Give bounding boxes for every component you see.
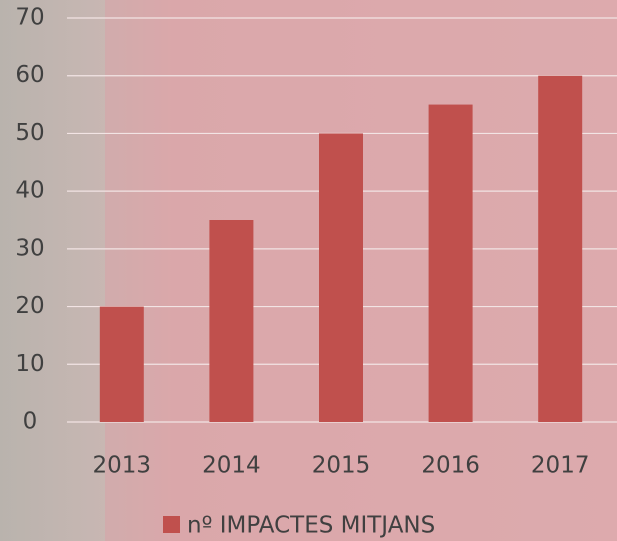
x-tick-label: 2017 bbox=[531, 453, 590, 479]
y-tick-label: 10 bbox=[15, 351, 44, 377]
y-tick-label: 40 bbox=[15, 178, 44, 204]
x-tick-label: 2015 bbox=[312, 453, 371, 479]
x-tick-label: 2016 bbox=[421, 453, 480, 479]
y-tick-label: 70 bbox=[15, 5, 44, 31]
legend-label: nº IMPACTES MITJANS bbox=[187, 513, 435, 539]
bar bbox=[538, 75, 583, 422]
y-tick-label: 30 bbox=[15, 235, 44, 261]
y-tick-label: 50 bbox=[15, 120, 44, 146]
bar bbox=[209, 220, 254, 422]
bar bbox=[319, 133, 363, 422]
bar bbox=[428, 104, 473, 423]
x-tick-label: 2013 bbox=[93, 453, 152, 479]
y-tick-label: 60 bbox=[15, 62, 44, 88]
bar bbox=[99, 306, 144, 422]
x-tick-label: 2014 bbox=[202, 453, 261, 479]
legend-swatch bbox=[163, 516, 180, 533]
y-tick-label: 0 bbox=[23, 409, 38, 435]
y-tick-label: 20 bbox=[15, 293, 44, 319]
